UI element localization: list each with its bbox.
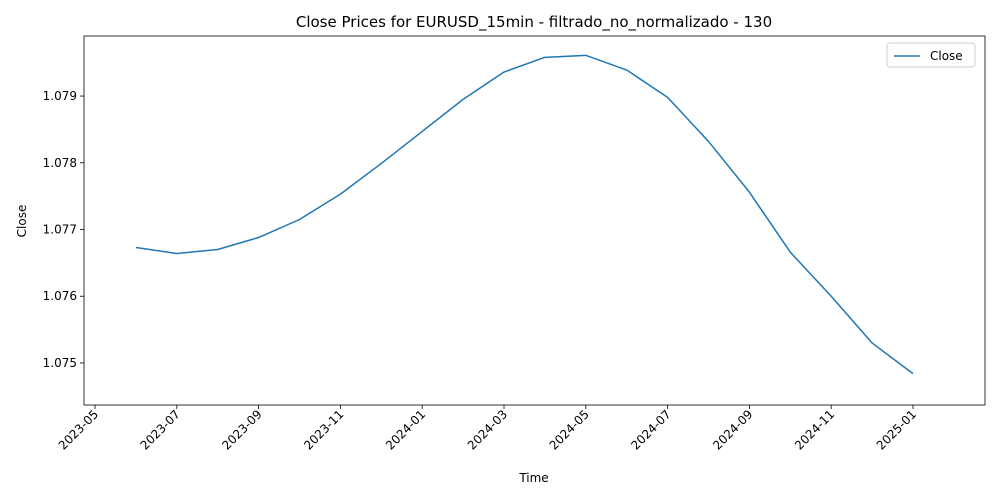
y-tick-label: 1.076 xyxy=(43,289,77,303)
y-tick-label: 1.075 xyxy=(43,356,77,370)
y-axis-label: Close xyxy=(15,205,29,238)
chart-title: Close Prices for EURUSD_15min - filtrado… xyxy=(296,13,772,32)
legend-label: Close xyxy=(930,49,963,63)
x-axis-label: Time xyxy=(518,471,548,485)
y-tick-label: 1.079 xyxy=(43,89,77,103)
plot-frame xyxy=(83,35,986,406)
line-series xyxy=(135,54,914,375)
legend-box xyxy=(886,42,976,68)
y-tick-label: 1.077 xyxy=(43,223,77,237)
y-tick-label: 1.078 xyxy=(43,156,77,170)
